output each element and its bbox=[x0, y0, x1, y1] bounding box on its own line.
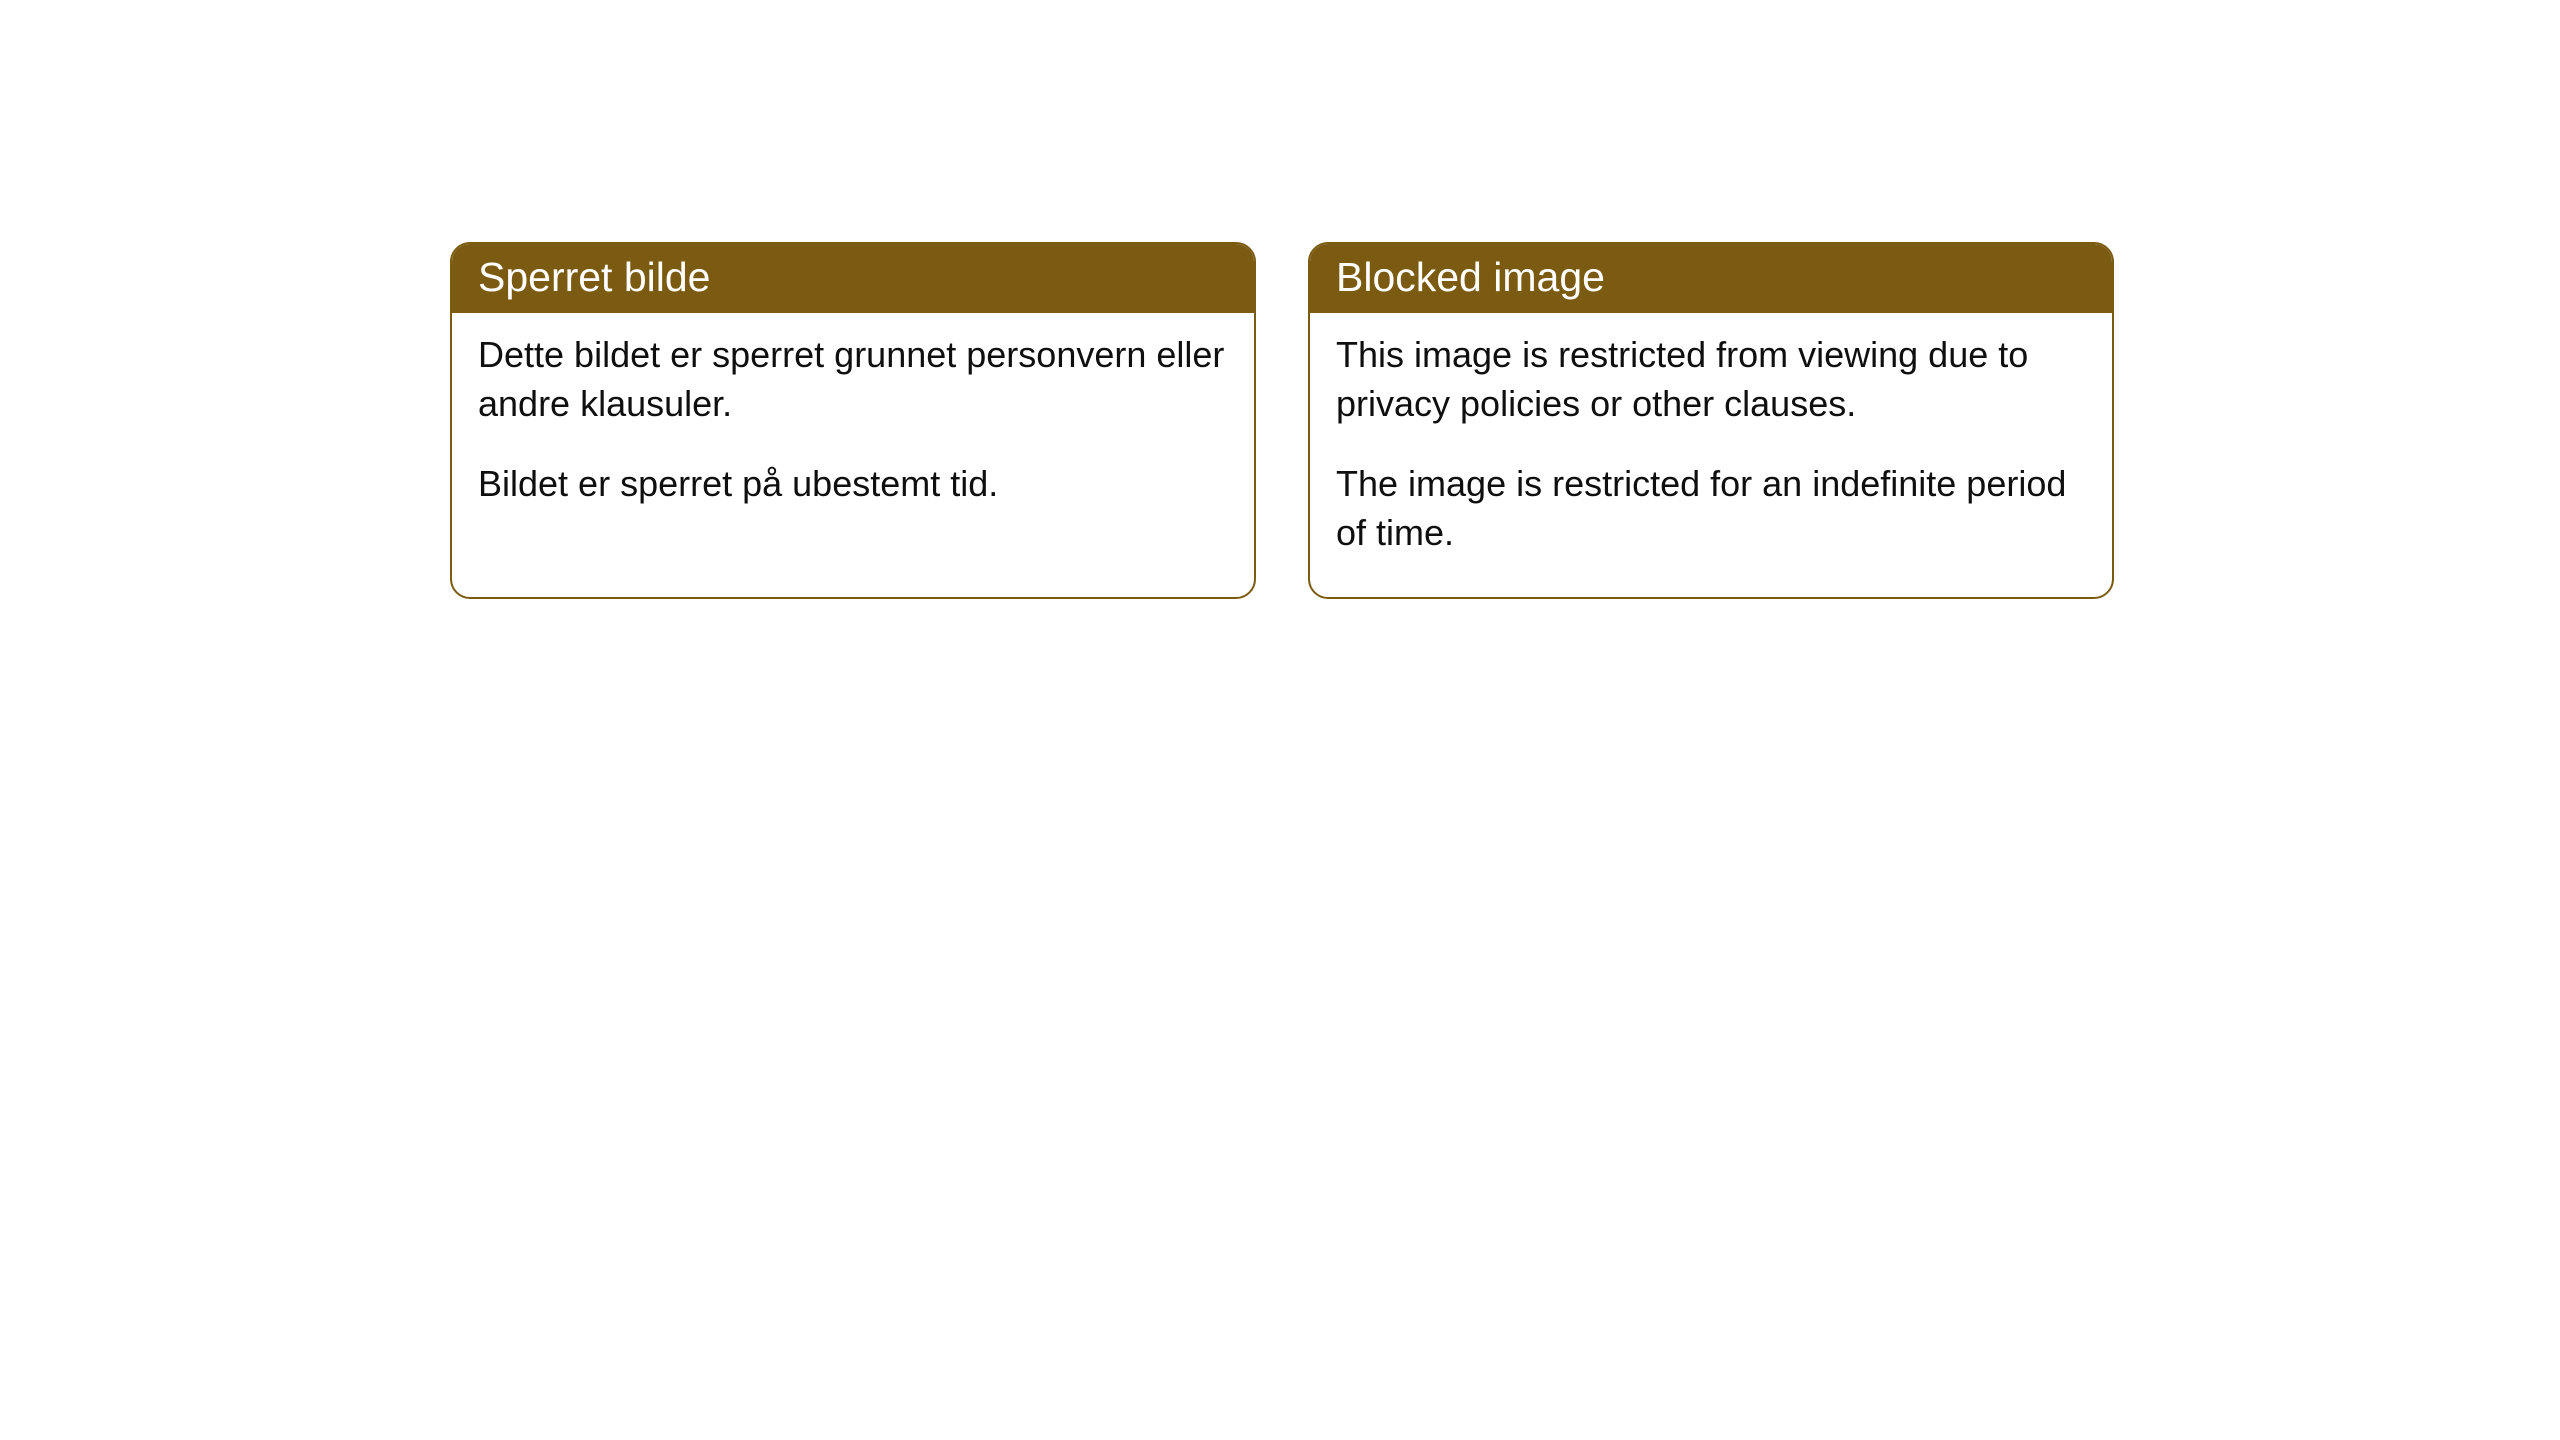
notice-paragraph: The image is restricted for an indefinit… bbox=[1336, 460, 2086, 557]
card-header: Sperret bilde bbox=[452, 244, 1254, 313]
notice-paragraph: Dette bildet er sperret grunnet personve… bbox=[478, 331, 1228, 428]
card-body: This image is restricted from viewing du… bbox=[1310, 313, 2112, 597]
notice-paragraph: Bildet er sperret på ubestemt tid. bbox=[478, 460, 1228, 509]
notice-paragraph: This image is restricted from viewing du… bbox=[1336, 331, 2086, 428]
notice-container: Sperret bilde Dette bildet er sperret gr… bbox=[0, 0, 2560, 599]
notice-card-english: Blocked image This image is restricted f… bbox=[1308, 242, 2114, 599]
notice-card-norwegian: Sperret bilde Dette bildet er sperret gr… bbox=[450, 242, 1256, 599]
card-header: Blocked image bbox=[1310, 244, 2112, 313]
card-body: Dette bildet er sperret grunnet personve… bbox=[452, 313, 1254, 549]
